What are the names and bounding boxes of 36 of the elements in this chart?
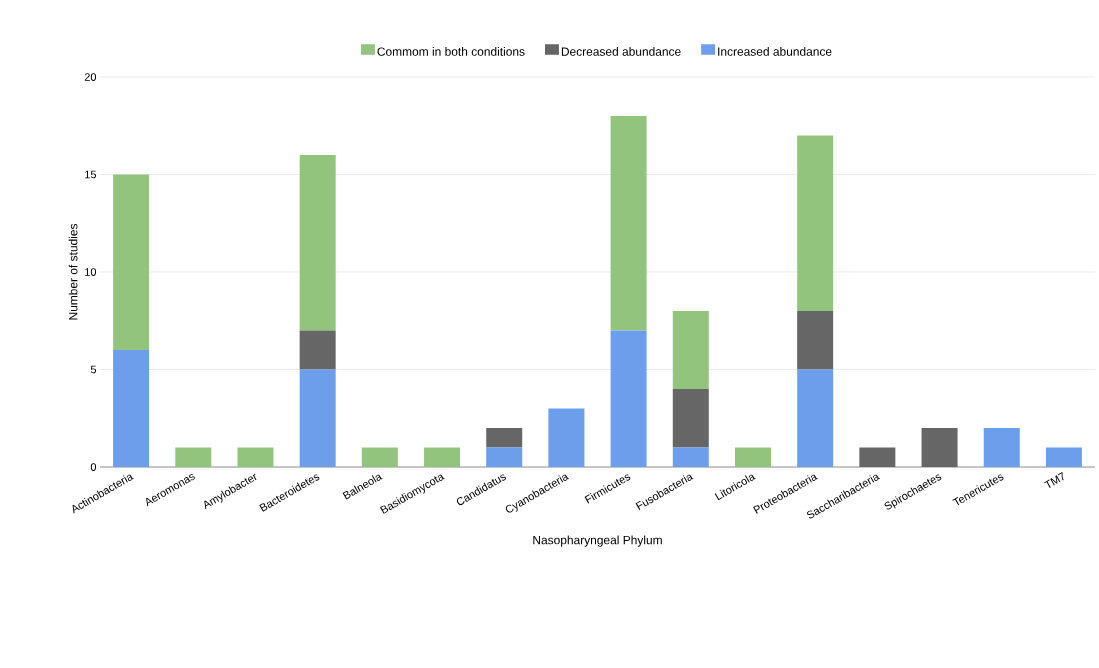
y-tick-label: 0 bbox=[90, 463, 97, 471]
bar bbox=[424, 447, 461, 467]
bar bbox=[983, 428, 1020, 467]
bar bbox=[361, 447, 398, 467]
legend-label: Commom in both conditions bbox=[377, 47, 525, 56]
legend-label: Decreased abundance bbox=[561, 47, 681, 56]
bar bbox=[486, 428, 523, 448]
y-tick-label: 20 bbox=[84, 73, 97, 81]
x-tick-label: TM7 bbox=[1043, 472, 1064, 488]
bar bbox=[797, 369, 834, 467]
y-tick-label: 15 bbox=[85, 170, 97, 179]
y-axis-title: Number of studies bbox=[68, 223, 78, 320]
bar bbox=[299, 369, 336, 467]
bar bbox=[921, 428, 958, 467]
bar bbox=[672, 389, 709, 448]
bar bbox=[113, 350, 150, 467]
x-axis-title: Nasopharyngeal Phylum bbox=[533, 535, 662, 547]
bar bbox=[486, 447, 523, 467]
bar bbox=[672, 311, 709, 389]
bar bbox=[734, 447, 771, 467]
bar bbox=[610, 116, 647, 331]
bar bbox=[859, 447, 896, 467]
bar bbox=[237, 447, 274, 467]
bar bbox=[797, 311, 834, 370]
bar bbox=[299, 330, 336, 370]
bar bbox=[113, 174, 150, 350]
y-tick-label: 10 bbox=[85, 268, 97, 276]
bar bbox=[797, 135, 834, 311]
y-tick-label: 5 bbox=[90, 365, 97, 374]
bar bbox=[299, 155, 336, 331]
bar bbox=[548, 408, 585, 467]
legend-label: Increased abundance bbox=[718, 47, 832, 56]
bar bbox=[175, 447, 212, 467]
bar bbox=[1045, 447, 1082, 467]
bar bbox=[672, 447, 709, 467]
bar bbox=[610, 330, 647, 467]
